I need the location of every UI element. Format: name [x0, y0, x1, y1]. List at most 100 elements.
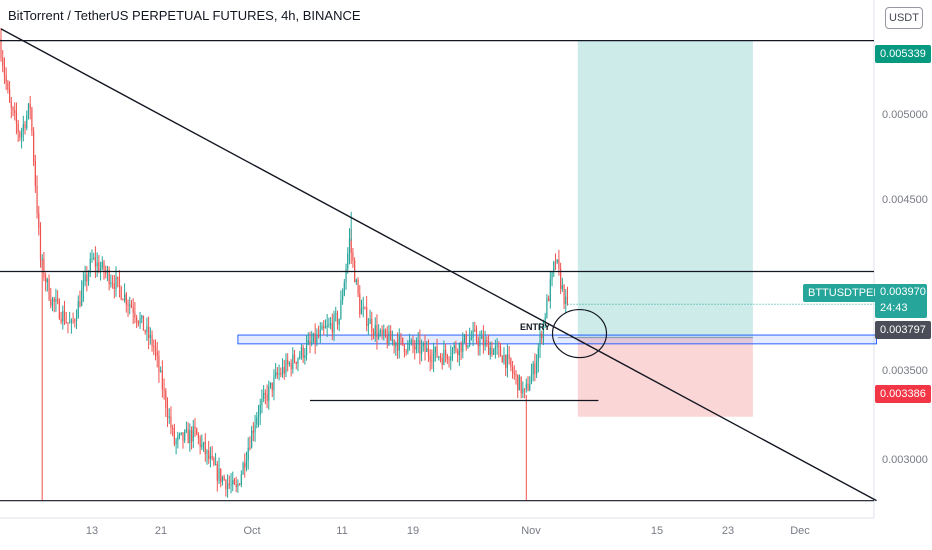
candle-body	[185, 429, 187, 432]
candle-body	[496, 345, 498, 347]
candle-body	[338, 318, 340, 325]
candle-body	[433, 352, 435, 362]
candle-body	[462, 340, 464, 352]
current-price-value: 0.003970	[880, 286, 926, 298]
y-tick-label: 0.003500	[882, 365, 928, 377]
candle-body	[280, 373, 282, 375]
candle-body	[513, 372, 515, 374]
candle-body	[24, 124, 26, 129]
candle-body	[383, 329, 385, 335]
candle-body	[60, 318, 62, 322]
candle-body	[165, 390, 167, 408]
candle-body	[448, 359, 450, 361]
x-tick-label: 13	[85, 525, 99, 537]
candle-body	[264, 393, 266, 395]
candle-body	[252, 430, 254, 433]
candle-body	[352, 252, 354, 261]
candle-body	[391, 340, 393, 342]
candle-body	[505, 354, 507, 369]
candle-body	[283, 367, 285, 374]
candle-body	[161, 370, 163, 390]
x-tick-label: 11	[336, 525, 348, 537]
candle-body	[218, 468, 220, 481]
candle-body	[311, 342, 313, 344]
candle-body	[180, 432, 182, 434]
candle-body	[517, 374, 519, 391]
candle-body	[487, 340, 490, 356]
candle-body	[142, 315, 145, 331]
candle-body	[360, 308, 363, 315]
candle-body	[374, 325, 376, 335]
candle-body	[565, 296, 567, 305]
candle-body	[511, 367, 514, 373]
candle-body	[293, 354, 296, 363]
candle-body	[245, 460, 248, 468]
candle-body	[395, 342, 397, 347]
candle-body	[348, 238, 351, 254]
candle-body	[486, 340, 488, 342]
candle-body	[182, 432, 184, 441]
candle-body	[355, 279, 357, 283]
candle-body	[551, 271, 553, 280]
candle-body	[405, 351, 407, 353]
candle-body	[220, 468, 222, 482]
candle-body	[8, 89, 11, 103]
candle-body	[7, 82, 9, 90]
candle-body	[357, 279, 359, 294]
candle-body	[424, 343, 426, 352]
candle-body	[223, 477, 225, 481]
candle-body	[124, 294, 126, 301]
candle-body	[63, 311, 66, 323]
candle-body	[74, 320, 76, 322]
candle-body	[168, 416, 170, 418]
candles-layer	[0, 27, 569, 501]
candle-body	[319, 329, 321, 337]
candle-body	[202, 442, 205, 444]
currency-button[interactable]: USDT	[885, 7, 923, 29]
candle-body	[347, 253, 349, 269]
candle-body	[335, 313, 337, 315]
candle-body	[398, 336, 400, 351]
candle-body	[534, 363, 536, 374]
candle-body	[271, 382, 273, 391]
candle-body	[414, 346, 416, 350]
candle-body	[501, 356, 503, 363]
candle-body	[316, 334, 318, 344]
candle-body	[239, 483, 241, 485]
candle-body	[503, 354, 505, 363]
candle-body	[39, 227, 42, 260]
candle-body	[539, 333, 541, 348]
candle-body	[499, 347, 502, 357]
candle-body	[69, 322, 71, 324]
candle-body	[371, 318, 373, 332]
candle-body	[105, 272, 107, 274]
candle-body	[431, 360, 433, 362]
candle-body	[345, 268, 347, 283]
candle-body	[419, 340, 421, 354]
candle-body	[113, 283, 115, 289]
descending-trendline	[0, 28, 877, 502]
candle-body	[366, 307, 368, 326]
candle-body	[331, 323, 333, 333]
candle-body	[153, 346, 155, 348]
candle-body	[130, 304, 133, 308]
candle-body	[132, 307, 134, 313]
current-price-badge: 0.003970 24:43	[875, 284, 927, 318]
candle-body	[99, 268, 102, 272]
candle-body	[228, 483, 230, 485]
candle-body	[410, 340, 412, 343]
candle-body	[323, 325, 325, 329]
candle-body	[330, 323, 332, 325]
candle-body	[230, 484, 232, 486]
candle-body	[84, 274, 86, 282]
candle-body	[364, 307, 366, 309]
candle-body	[343, 282, 345, 296]
candle-body	[510, 358, 512, 368]
candle-body	[263, 393, 265, 399]
candle-body	[312, 333, 315, 343]
candle-body	[451, 348, 454, 357]
candle-body	[190, 430, 193, 442]
candle-body	[384, 329, 387, 336]
candle-body	[225, 480, 227, 490]
